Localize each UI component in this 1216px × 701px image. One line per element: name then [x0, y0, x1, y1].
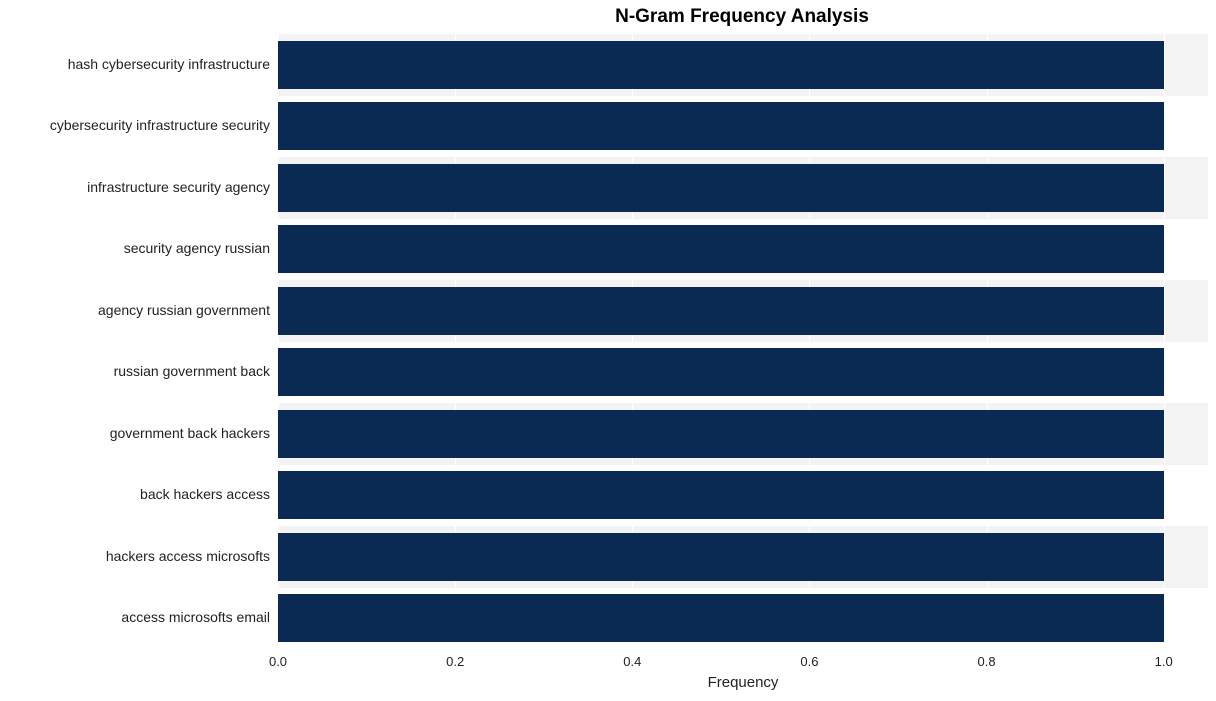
bar — [278, 348, 1164, 396]
bar — [278, 533, 1164, 581]
bar — [278, 410, 1164, 458]
y-tick-label: cybersecurity infrastructure security — [50, 117, 270, 133]
y-tick-label: access microsofts email — [121, 609, 270, 625]
y-tick-label: russian government back — [114, 363, 270, 379]
bar — [278, 41, 1164, 89]
bar — [278, 471, 1164, 519]
x-tick-label: 0.8 — [978, 654, 996, 669]
plot-area — [278, 34, 1208, 649]
bar — [278, 287, 1164, 335]
y-tick-label: security agency russian — [124, 240, 270, 256]
y-tick-label: infrastructure security agency — [87, 179, 270, 195]
y-tick-label: agency russian government — [98, 302, 270, 318]
x-axis-label: Frequency — [278, 674, 1208, 691]
y-tick-label: hackers access microsofts — [106, 548, 270, 564]
x-tick-label: 0.4 — [623, 654, 641, 669]
x-gridline — [1164, 34, 1165, 649]
y-tick-label: hash cybersecurity infrastructure — [68, 56, 270, 72]
y-tick-label: government back hackers — [110, 425, 270, 441]
bar — [278, 225, 1164, 273]
x-tick-label: 0.2 — [446, 654, 464, 669]
bar — [278, 102, 1164, 150]
ngram-frequency-chart: N-Gram Frequency Analysis Frequency hash… — [0, 0, 1216, 701]
y-tick-label: back hackers access — [140, 486, 270, 502]
chart-title: N-Gram Frequency Analysis — [278, 6, 1206, 28]
x-tick-label: 0.6 — [800, 654, 818, 669]
bar — [278, 164, 1164, 212]
x-tick-label: 0.0 — [269, 654, 287, 669]
x-tick-label: 1.0 — [1155, 654, 1173, 669]
bar — [278, 594, 1164, 642]
